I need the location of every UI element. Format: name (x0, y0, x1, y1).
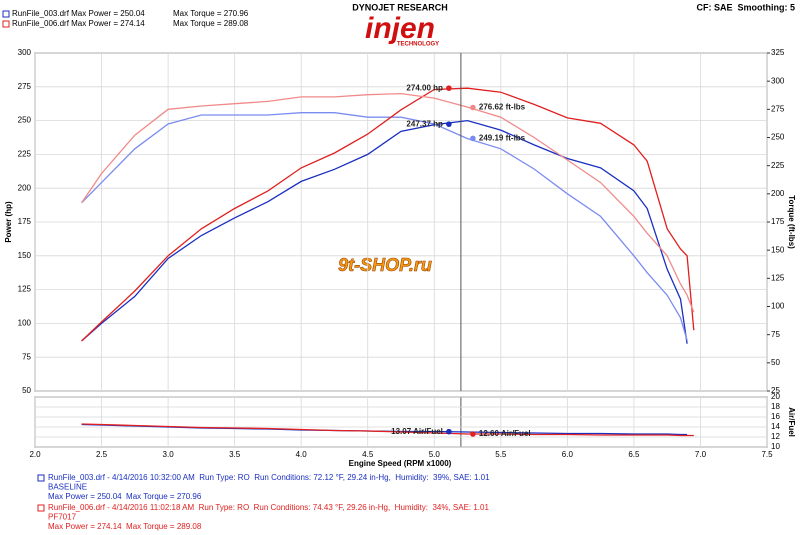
y2-axis-title: Air/Fuel (787, 407, 796, 437)
series-line (81, 87, 695, 342)
x-tick-label: 7.5 (761, 450, 773, 459)
cursor-marker (470, 104, 476, 111)
header-torque: Max Torque = 289.08 (173, 19, 249, 28)
logo: injen (365, 12, 435, 45)
cursor-marker (446, 121, 452, 127)
x-tick-label: 4.0 (296, 450, 308, 459)
series-line (81, 112, 688, 341)
y-tick-label: 275 (18, 82, 32, 91)
series-line (81, 92, 695, 313)
y-tick-label: 50 (22, 386, 31, 395)
x-tick-label: 7.0 (695, 450, 707, 459)
y2-tick-label: 20 (771, 392, 780, 401)
cursor-label: 247.37 hp (406, 119, 443, 128)
footer-line: BASELINE (48, 483, 87, 492)
footer-line: RunFile_003.drf - 4/14/2016 10:32:00 AM … (48, 473, 490, 482)
cursor-marker (446, 85, 452, 91)
y2-tick-label: 250 (771, 133, 785, 142)
y2-tick-label: 275 (771, 104, 785, 113)
watermark: 9t-SHOP.ru (338, 255, 432, 275)
cursor-marker (470, 135, 476, 142)
series-line (81, 119, 688, 344)
x-tick-label: 2.5 (96, 450, 108, 459)
y-tick-label: 250 (18, 116, 32, 125)
cursor-marker (470, 431, 476, 437)
header-power: RunFile_003.drf Max Power = 250.04 (12, 9, 145, 18)
cursor-label: 13.07 Air/Fuel (391, 427, 443, 436)
y2-tick-label: 175 (771, 217, 785, 226)
footer-line: PF7017 (48, 513, 77, 522)
x-axis-title: Engine Speed (RPM x1000) (349, 459, 452, 468)
cursor-label: 12.60 Air/Fuel (479, 429, 531, 438)
x-tick-label: 5.5 (495, 450, 507, 459)
y-tick-label: 175 (18, 217, 32, 226)
y-axis-title: Power (hp) (4, 201, 13, 243)
y2-tick-label: 125 (771, 273, 785, 282)
series-line (81, 423, 694, 437)
x-tick-label: 6.0 (562, 450, 574, 459)
y2-tick-label: 150 (771, 245, 785, 254)
legend-swatch (2, 10, 10, 18)
y2-tick-label: 225 (771, 161, 785, 170)
y-tick-label: 100 (18, 319, 32, 328)
y2-tick-label: 12 (771, 432, 780, 441)
cursor-label: 249.19 ft-lbs (479, 134, 526, 143)
y2-tick-label: 50 (771, 358, 780, 367)
y-tick-label: 75 (22, 352, 31, 361)
x-tick-label: 4.5 (362, 450, 374, 459)
y2-tick-label: 18 (771, 402, 780, 411)
y-tick-label: 150 (18, 251, 32, 260)
y2-tick-label: 325 (771, 48, 785, 57)
y-tick-label: 300 (18, 48, 32, 57)
footer-line: Max Power = 250.04 Max Torque = 270.96 (48, 492, 202, 501)
y2-axis-title: Torque (ft-lbs) (787, 195, 796, 249)
settings: CF: SAE Smoothing: 5 (697, 2, 796, 12)
y-tick-label: 125 (18, 285, 32, 294)
legend-swatch (37, 474, 45, 482)
y2-tick-label: 14 (771, 422, 780, 431)
y2-tick-label: 25 (771, 386, 780, 395)
x-tick-label: 2.0 (29, 450, 41, 459)
x-tick-label: 6.5 (628, 450, 640, 459)
brand: DYNOJET RESEARCH (352, 2, 448, 12)
cursor-label: 276.62 ft-lbs (479, 103, 526, 112)
y2-tick-label: 10 (771, 442, 780, 451)
y2-tick-label: 200 (771, 189, 785, 198)
y-tick-label: 200 (18, 183, 32, 192)
y2-tick-label: 100 (771, 302, 785, 311)
y2-tick-label: 300 (771, 76, 785, 85)
x-tick-label: 3.0 (163, 450, 175, 459)
footer-line: RunFile_006.drf - 4/14/2016 11:02:18 AM … (48, 503, 489, 512)
logo-sub: TECHNOLOGY (397, 42, 439, 48)
header-power: RunFile_006.drf Max Power = 274.14 (12, 19, 145, 28)
legend-swatch (2, 20, 10, 28)
y-tick-label: 225 (18, 150, 32, 159)
x-tick-label: 3.5 (229, 450, 241, 459)
x-tick-label: 5.0 (429, 450, 441, 459)
header-torque: Max Torque = 270.96 (173, 9, 249, 18)
y2-tick-label: 75 (771, 330, 780, 339)
footer-line: Max Power = 274.14 Max Torque = 289.08 (48, 522, 202, 531)
y2-tick-label: 16 (771, 412, 780, 421)
legend-swatch (37, 504, 45, 512)
cursor-marker (446, 428, 452, 435)
cursor-label: 274.00 hp (406, 83, 443, 92)
